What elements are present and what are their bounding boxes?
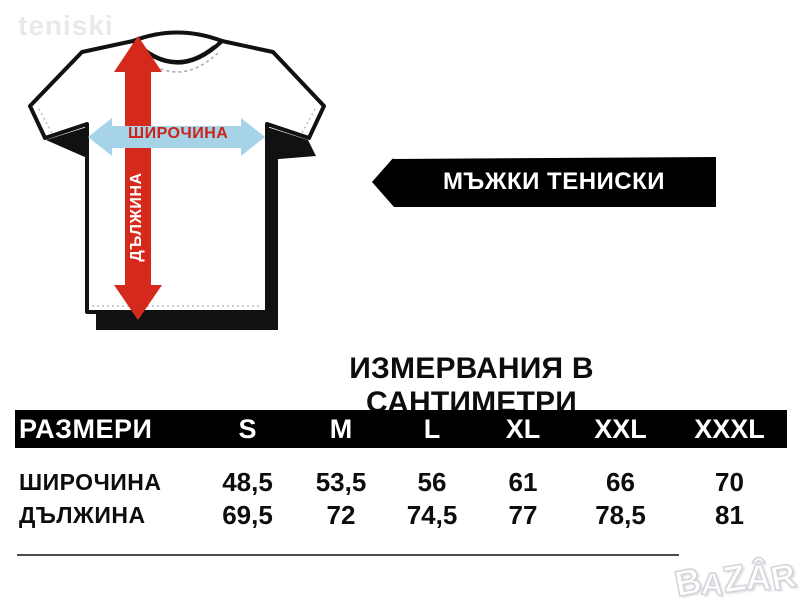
row-label-width: ШИРОЧИНА [19, 469, 162, 495]
right-sleeve-shadow [267, 127, 316, 160]
width-m: 53,5 [315, 467, 367, 497]
length-xxxl: 81 [715, 500, 744, 530]
left-sleeve-shadow [46, 127, 87, 158]
header-sizes: РАЗМЕРИ [19, 414, 153, 444]
size-table: РАЗМЕРИ S M L XL XXL XXXL ШИРОЧИНА 48,5 … [15, 410, 787, 532]
length-arrow [114, 36, 162, 320]
header-size-xl: XL [505, 414, 541, 444]
tshirt-body [28, 31, 326, 314]
width-arrow [88, 118, 265, 156]
length-arrow-label: ДЪЛЖИНА [128, 172, 145, 262]
width-s: 48,5 [222, 467, 273, 497]
width-xxl: 66 [606, 467, 635, 497]
length-xl: 77 [508, 500, 538, 530]
table-row-width: ШИРОЧИНА 48,5 53,5 56 61 66 70 [15, 466, 787, 499]
header-size-xxl: XXL [594, 414, 647, 444]
header-size-s: S [238, 414, 257, 444]
width-xl: 61 [508, 467, 538, 497]
width-xxxl: 70 [715, 467, 744, 497]
size-table-body: ШИРОЧИНА 48,5 53,5 56 61 66 70 ДЪЛЖИНА 6… [15, 448, 787, 532]
width-l: 56 [417, 467, 447, 497]
bazar-letter: R [767, 556, 800, 599]
tshirt-diagram [28, 30, 326, 330]
category-banner: МЪЖКИ ТЕНИСКИ [372, 157, 716, 207]
table-row-length: ДЪЛЖИНА 69,5 72 74,5 77 78,5 81 [15, 499, 787, 532]
bazar-letter: Z [720, 556, 750, 600]
bottom-divider [17, 554, 679, 556]
size-table-header: РАЗМЕРИ S M L XL XXL XXXL [15, 410, 787, 448]
length-s: 69,5 [222, 500, 273, 530]
length-m: 72 [326, 500, 356, 530]
bazar-watermark: BAZÂR [671, 554, 800, 600]
header-size-m: M [329, 414, 353, 444]
right-body-shadow [267, 150, 278, 312]
teniski-watermark: teniski [18, 10, 114, 41]
hem-band-shadow [96, 311, 278, 330]
row-label-length: ДЪЛЖИНА [19, 502, 146, 528]
header-size-l: L [423, 414, 441, 444]
header-size-xxxl: XXXL [694, 414, 765, 444]
length-xxl: 78,5 [595, 500, 646, 530]
width-arrow-label: ШИРОЧИНА [128, 125, 229, 142]
category-banner-label: МЪЖКИ ТЕНИСКИ [442, 168, 666, 195]
measurements-title: ИЗМЕРВАНИЯ В САНТИМЕТРИ [349, 352, 594, 419]
length-l: 74,5 [406, 500, 458, 530]
